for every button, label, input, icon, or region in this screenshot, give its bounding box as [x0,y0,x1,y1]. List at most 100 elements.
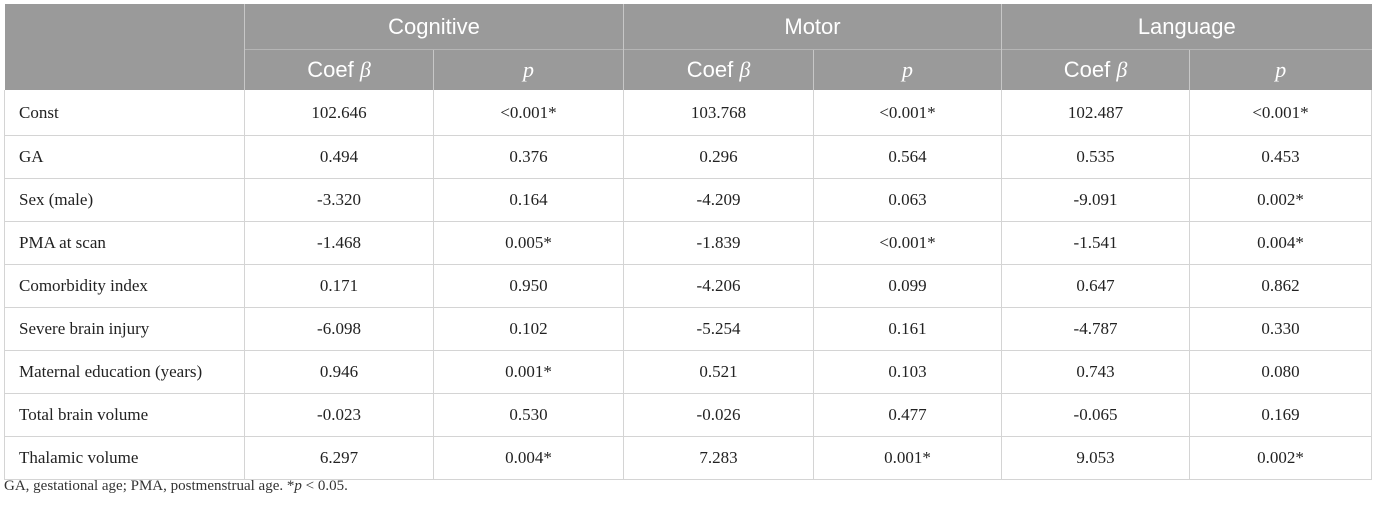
cell-coef-motor: -5.254 [623,307,814,351]
cell-coef-language: -9.091 [1001,178,1190,222]
cell-coef-language: -0.065 [1001,393,1190,437]
cell-coef-language: 102.487 [1001,90,1190,136]
row-label: Comorbidity index [4,264,245,308]
cell-p-motor: <0.001* [813,90,1002,136]
row-label: Maternal education (years) [4,350,245,394]
cell-p-language: <0.001* [1188,90,1373,136]
cell-p-motor: 0.477 [813,393,1002,437]
subheader-p-cognitive: p [433,49,624,90]
row-label: GA [4,135,245,179]
group-header-language: Language [1000,4,1372,50]
footnote-threshold: < 0.05. [301,478,348,494]
subheader-coef-cognitive: Coef β [244,49,434,90]
row-label: Const [4,90,245,136]
cell-coef-cognitive: 0.494 [244,135,434,179]
cell-p-language: 0.080 [1188,350,1373,394]
subheader-row: Coef β p Coef β p Coef β p [5,49,1372,90]
regression-table: Cognitive Motor Language Coef β p Coef β… [4,4,1373,480]
cell-coef-cognitive: 0.171 [244,264,434,308]
cell-p-motor: 0.099 [813,264,1002,308]
cell-p-language: 0.453 [1188,135,1373,179]
cell-p-cognitive: <0.001* [433,90,624,136]
table-row: Maternal education (years) 0.946 0.001* 0.5… [4,350,1373,394]
cell-p-cognitive: 0.530 [433,393,624,437]
cell-p-cognitive: 0.102 [433,307,624,351]
cell-coef-cognitive: 102.646 [244,90,434,136]
cell-coef-cognitive: -0.023 [244,393,434,437]
table-row: Sex (male) -3.320 0.164 -4.209 0.063 -9.091 0.… [4,178,1373,222]
cell-coef-motor: -4.209 [623,178,814,222]
table-row: Severe brain injury -6.098 0.102 -5.254 0.16… [4,307,1373,351]
beta-symbol: β [359,57,371,82]
coef-label: Coef [1063,57,1117,82]
table-row: GA 0.494 0.376 0.296 0.564 0.535 0.453 [4,135,1373,179]
cell-p-language: 0.330 [1188,307,1373,351]
regression-table-container: Cognitive Motor Language Coef β p Coef β… [4,4,1373,480]
cell-coef-cognitive: 6.297 [244,436,434,480]
p-label: p [902,57,913,82]
cell-p-cognitive: 0.001* [433,350,624,394]
footnote-p-symbol: p [294,478,302,494]
cell-coef-motor: 0.296 [623,135,814,179]
cell-p-cognitive: 0.164 [433,178,624,222]
group-header-motor: Motor [623,4,1002,50]
cell-p-motor: 0.161 [813,307,1002,351]
cell-coef-motor: 103.768 [623,90,814,136]
cell-coef-language: -4.787 [1001,307,1190,351]
cell-coef-cognitive: -3.320 [244,178,434,222]
group-header-cognitive: Cognitive [244,4,624,50]
footnote-text: GA, gestational age; PMA, postmenstrual … [4,478,295,494]
cell-coef-cognitive: -6.098 [244,307,434,351]
row-label: PMA at scan [4,221,245,265]
cell-coef-language: -1.541 [1001,221,1190,265]
cell-coef-motor: -0.026 [623,393,814,437]
cell-p-motor: 0.001* [813,436,1002,480]
cell-coef-cognitive: -1.468 [244,221,434,265]
cell-p-cognitive: 0.004* [433,436,624,480]
group-header-row: Cognitive Motor Language [4,4,1372,90]
beta-symbol: β [739,57,751,82]
row-label: Total brain volume [4,393,245,437]
cell-coef-motor: -1.839 [623,221,814,265]
cell-coef-language: 9.053 [1001,436,1190,480]
table-row: Thalamic volume 6.297 0.004* 7.283 0.001* 9.0… [4,436,1373,480]
beta-symbol: β [1116,57,1128,82]
cell-p-language: 0.004* [1188,221,1373,265]
table-body: Const 102.646 <0.001* 103.768 <0.001* 102.487… [4,90,1373,480]
cell-p-language: 0.862 [1188,264,1373,308]
cell-coef-language: 0.647 [1001,264,1190,308]
table-row: Const 102.646 <0.001* 103.768 <0.001* 102.487… [4,90,1373,136]
cell-coef-cognitive: 0.946 [244,350,434,394]
table-row: Total brain volume -0.023 0.530 -0.026 0.477… [4,393,1373,437]
cell-p-motor: 0.063 [813,178,1002,222]
cell-p-cognitive: 0.376 [433,135,624,179]
header-corner-cell [4,4,245,90]
cell-p-language: 0.002* [1188,436,1373,480]
table-header: Cognitive Motor Language Coef β p Coef β… [4,4,1372,90]
cell-p-motor: 0.564 [813,135,1002,179]
row-label: Severe brain injury [4,307,245,351]
subheader-coef-language: Coef β [1001,49,1190,90]
cell-p-language: 0.002* [1188,178,1373,222]
subheader-coef-motor: Coef β [623,49,814,90]
cell-coef-language: 0.535 [1001,135,1190,179]
row-label: Thalamic volume [4,436,245,480]
p-label: p [1275,57,1287,82]
cell-coef-motor: 7.283 [623,436,814,480]
coef-label: Coef [686,57,740,82]
cell-p-motor: 0.103 [813,350,1002,394]
cell-p-cognitive: 0.950 [433,264,624,308]
cell-coef-language: 0.743 [1001,350,1190,394]
cell-coef-motor: -4.206 [623,264,814,308]
cell-p-language: 0.169 [1188,393,1373,437]
cell-coef-motor: 0.521 [623,350,814,394]
p-label: p [523,57,534,82]
cell-p-cognitive: 0.005* [433,221,624,265]
subheader-p-motor: p [813,49,1002,90]
subheader-p-language: p [1188,49,1372,90]
table-footnote: GA, gestational age; PMA, postmenstrual … [4,478,348,495]
row-label: Sex (male) [4,178,245,222]
cell-p-motor: <0.001* [813,221,1002,265]
coef-label: Coef [307,57,360,82]
table-row: Comorbidity index 0.171 0.950 -4.206 0.099 0.… [4,264,1373,308]
